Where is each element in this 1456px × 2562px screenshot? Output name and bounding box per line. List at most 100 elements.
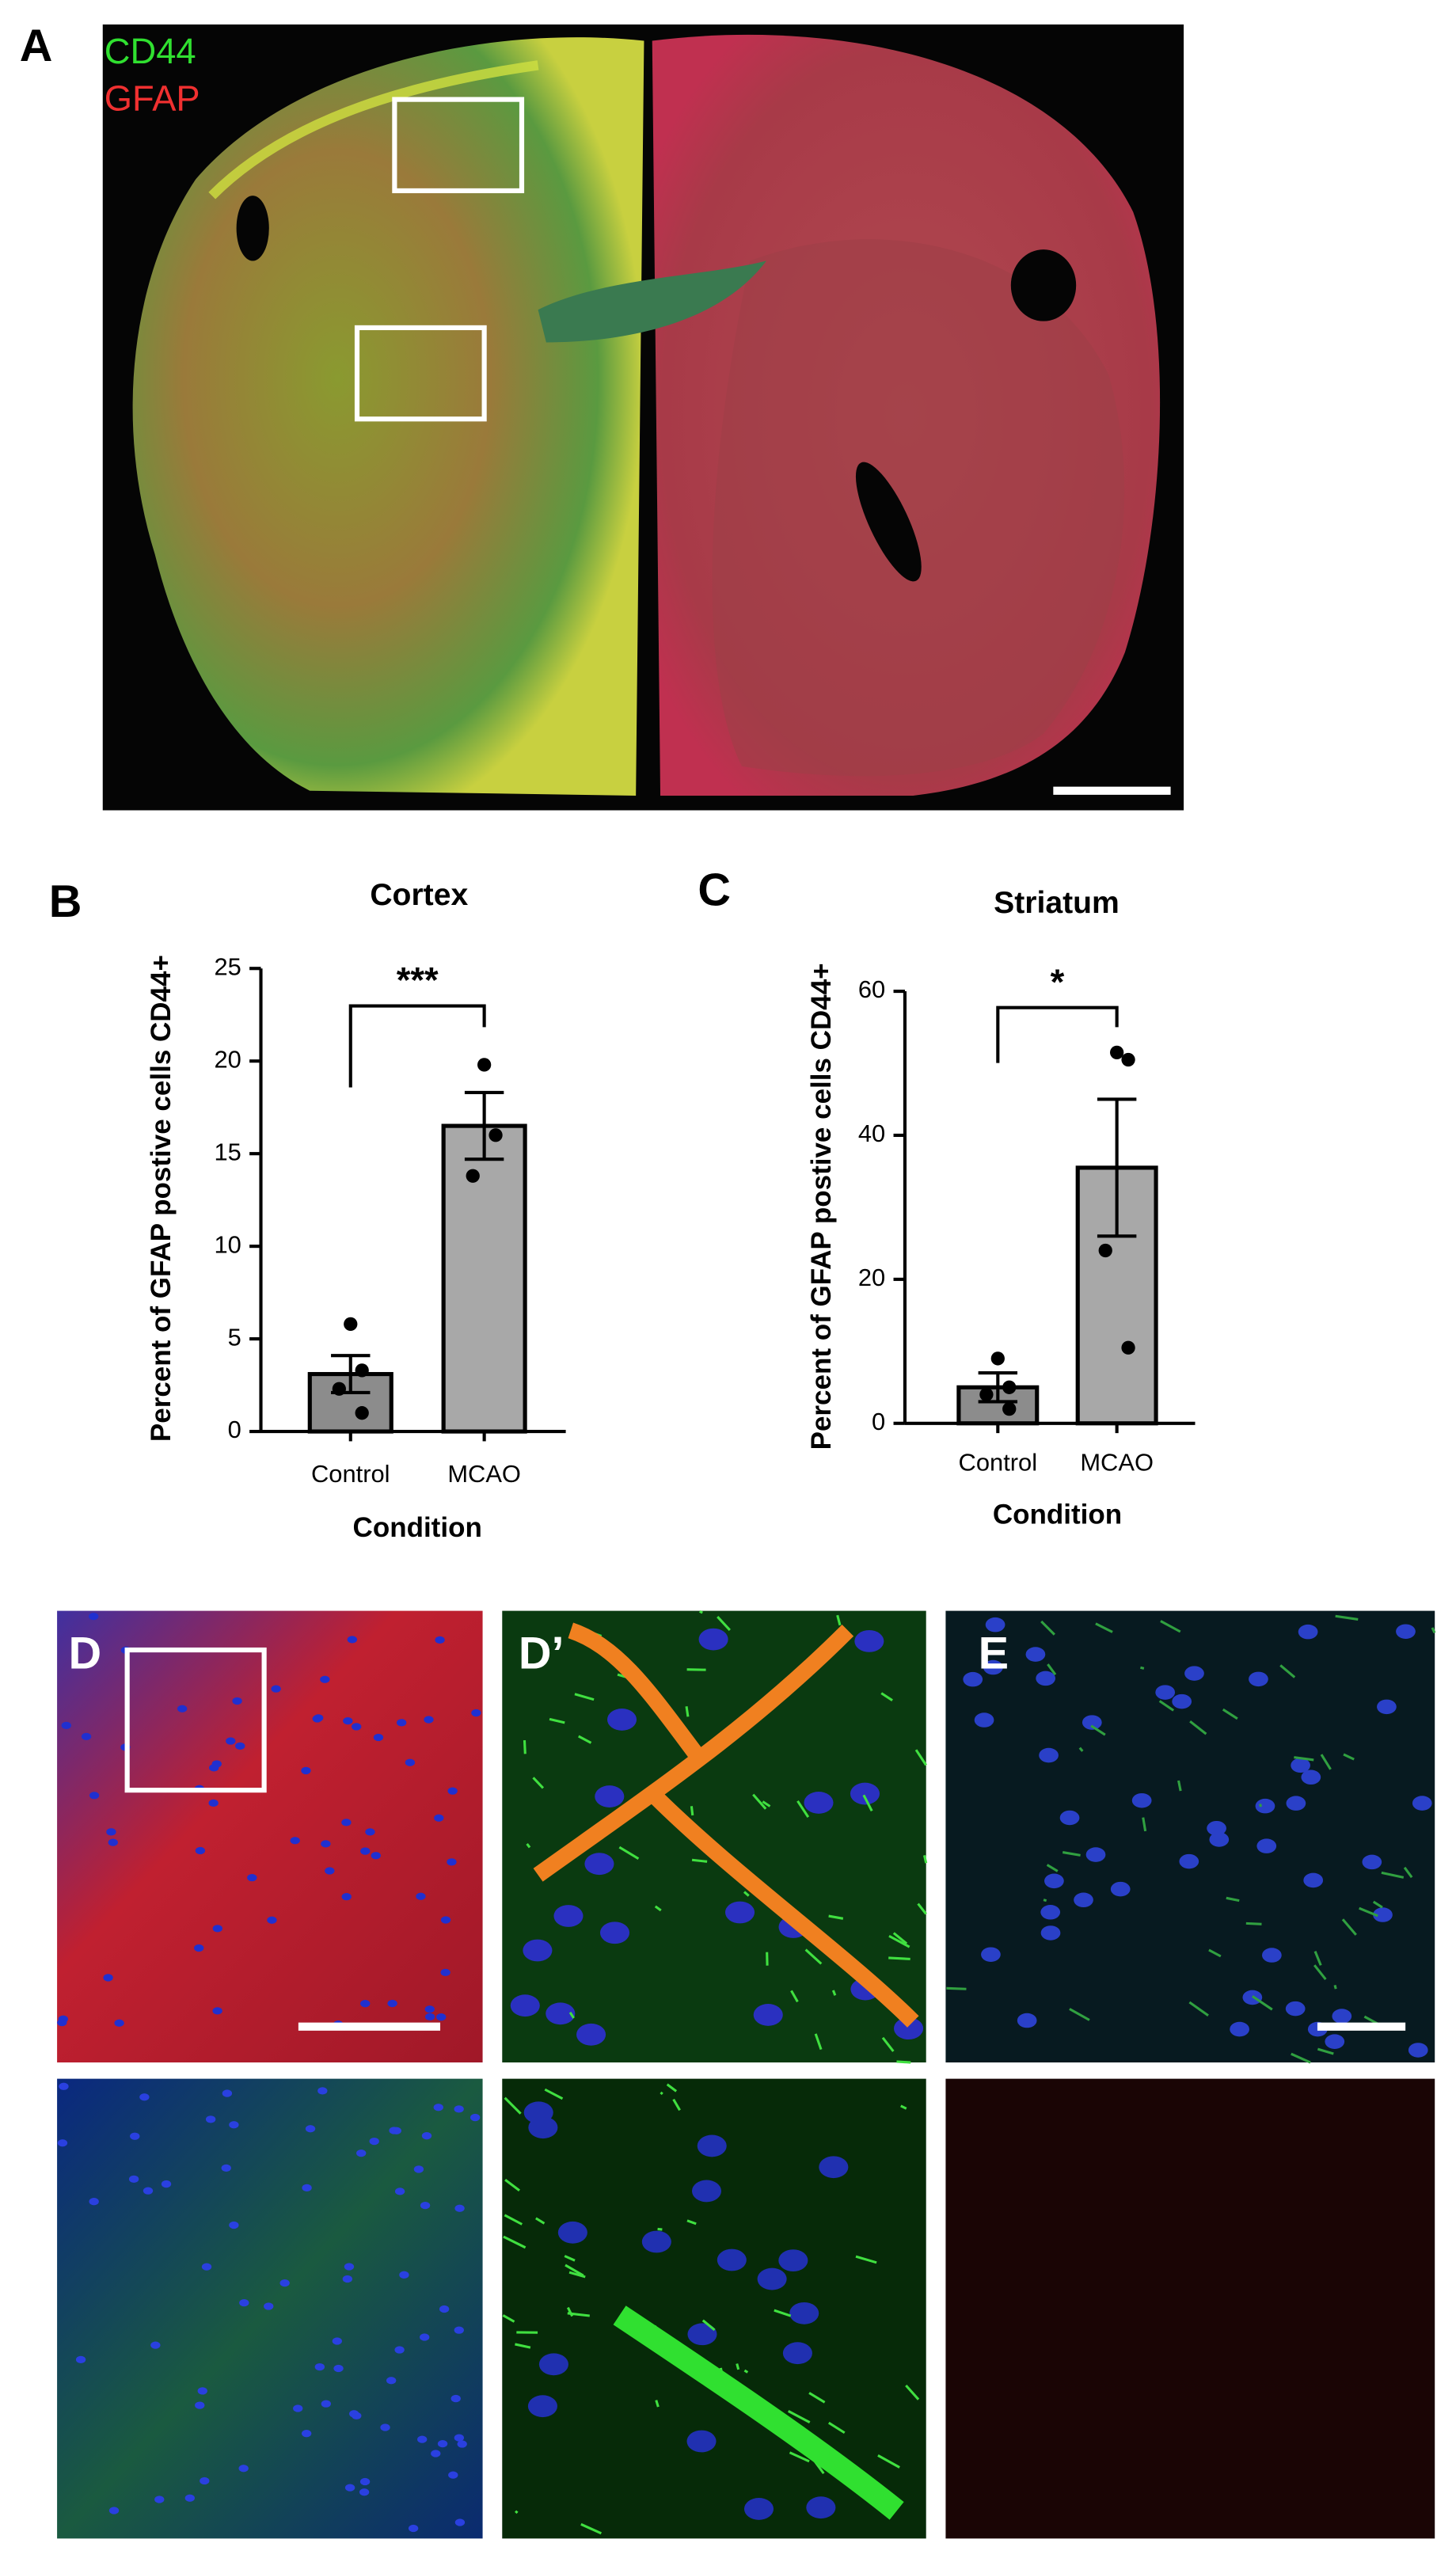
nucleus: [413, 2165, 424, 2173]
nucleus: [320, 1675, 330, 1683]
nucleus: [697, 2134, 727, 2157]
data-point: [466, 1169, 480, 1183]
nucleus: [1040, 1925, 1061, 1941]
nucleus: [194, 1944, 204, 1952]
significance-bracket: [996, 1005, 1119, 1063]
fibre: [1279, 1664, 1296, 1678]
nucleus: [454, 2434, 465, 2442]
nucleus: [1230, 2021, 1249, 2037]
nucleus: [538, 2353, 568, 2376]
nucleus: [128, 2175, 139, 2183]
nucleus: [108, 2507, 120, 2514]
nucleus: [221, 2164, 231, 2172]
nucleus: [332, 2337, 342, 2345]
nucleus: [408, 2524, 419, 2533]
nucleus: [1040, 1904, 1061, 1920]
nucleus: [789, 2302, 819, 2324]
data-point: [332, 1382, 347, 1396]
nucleus: [247, 1874, 257, 1882]
fibre: [827, 2421, 846, 2435]
chart-title: Cortex: [370, 878, 468, 912]
fibre: [1252, 1995, 1273, 2011]
nucleus: [439, 2305, 450, 2313]
fibre: [580, 2522, 603, 2535]
nucleus: [184, 2494, 196, 2502]
nucleus: [352, 1723, 362, 1731]
fibre: [515, 2343, 531, 2349]
nucleus: [691, 2180, 722, 2203]
nucleus: [61, 1721, 71, 1729]
fibre: [654, 1905, 662, 1912]
panel-letter: A: [20, 21, 53, 71]
panel-letter: C: [698, 865, 731, 916]
nucleus: [75, 2355, 86, 2363]
fibre: [762, 1800, 771, 1807]
nucleus: [417, 2435, 428, 2443]
nucleus: [359, 2477, 371, 2486]
nucleus: [584, 1853, 614, 1876]
data-point: [477, 1058, 492, 1072]
nucleus: [380, 2423, 390, 2431]
nucleus: [983, 1659, 1003, 1675]
nucleus: [81, 1732, 92, 1741]
nucleus: [344, 2484, 355, 2492]
fibre: [900, 2104, 907, 2110]
y-tick-label: 20: [214, 1045, 241, 1073]
fibre: [905, 2384, 920, 2400]
nucleus: [641, 2230, 671, 2253]
fibre: [1140, 1666, 1145, 1670]
fibre: [881, 2036, 895, 2052]
nucleus: [447, 1858, 457, 1866]
x-tick-label: Control: [959, 1448, 1038, 1476]
nucleus: [528, 2116, 558, 2139]
nucleus: [1286, 1796, 1306, 1811]
nucleus: [757, 2267, 787, 2290]
fibre: [526, 1842, 531, 1849]
nucleus: [806, 2496, 836, 2519]
nucleus: [717, 2248, 747, 2271]
fibre: [888, 1934, 910, 1948]
nucleus: [222, 2089, 233, 2097]
nucleus: [1362, 1854, 1382, 1870]
fibre: [1177, 1780, 1182, 1792]
nucleus: [267, 1916, 277, 1924]
fibre: [544, 2088, 564, 2100]
nucleus: [386, 2377, 397, 2385]
inset-box: [354, 325, 487, 422]
fibre: [523, 1739, 527, 1754]
error-bar: [978, 1371, 1018, 1404]
fibre: [1343, 1753, 1355, 1761]
nucleus: [743, 2498, 774, 2520]
fibre: [1333, 1984, 1337, 1990]
nucleus: [195, 1846, 206, 1855]
nucleus: [235, 1742, 245, 1750]
nucleus: [325, 1867, 335, 1875]
nucleus: [424, 1716, 434, 1724]
fibre: [1341, 1918, 1357, 1936]
data-point: [1002, 1401, 1017, 1416]
fibre: [503, 2235, 527, 2249]
nucleus: [238, 2465, 249, 2473]
nucleus: [359, 2488, 370, 2496]
nucleus: [200, 2476, 210, 2485]
nucleus: [440, 1968, 450, 1977]
nucleus: [1059, 1810, 1080, 1826]
astrocyte: [533, 1622, 919, 2028]
x-tick-label: MCAO: [1080, 1448, 1154, 1476]
nucleus: [963, 1671, 983, 1687]
fibre: [743, 2369, 749, 2374]
nucleus: [1332, 2009, 1352, 2024]
y-tick-label: 25: [214, 952, 241, 980]
fibre: [686, 2219, 697, 2226]
nucleus: [365, 1828, 375, 1836]
nucleus: [457, 2440, 467, 2448]
fibre: [877, 2454, 900, 2469]
x-axis-label: Condition: [993, 1499, 1122, 1530]
nucleus: [606, 1709, 637, 1731]
nucleus: [698, 1628, 728, 1651]
fibre: [1381, 1871, 1405, 1879]
significance-bracket: [348, 1004, 486, 1088]
nucleus: [450, 2394, 461, 2403]
nucleus: [1110, 1881, 1131, 1897]
nucleus: [201, 2263, 212, 2271]
